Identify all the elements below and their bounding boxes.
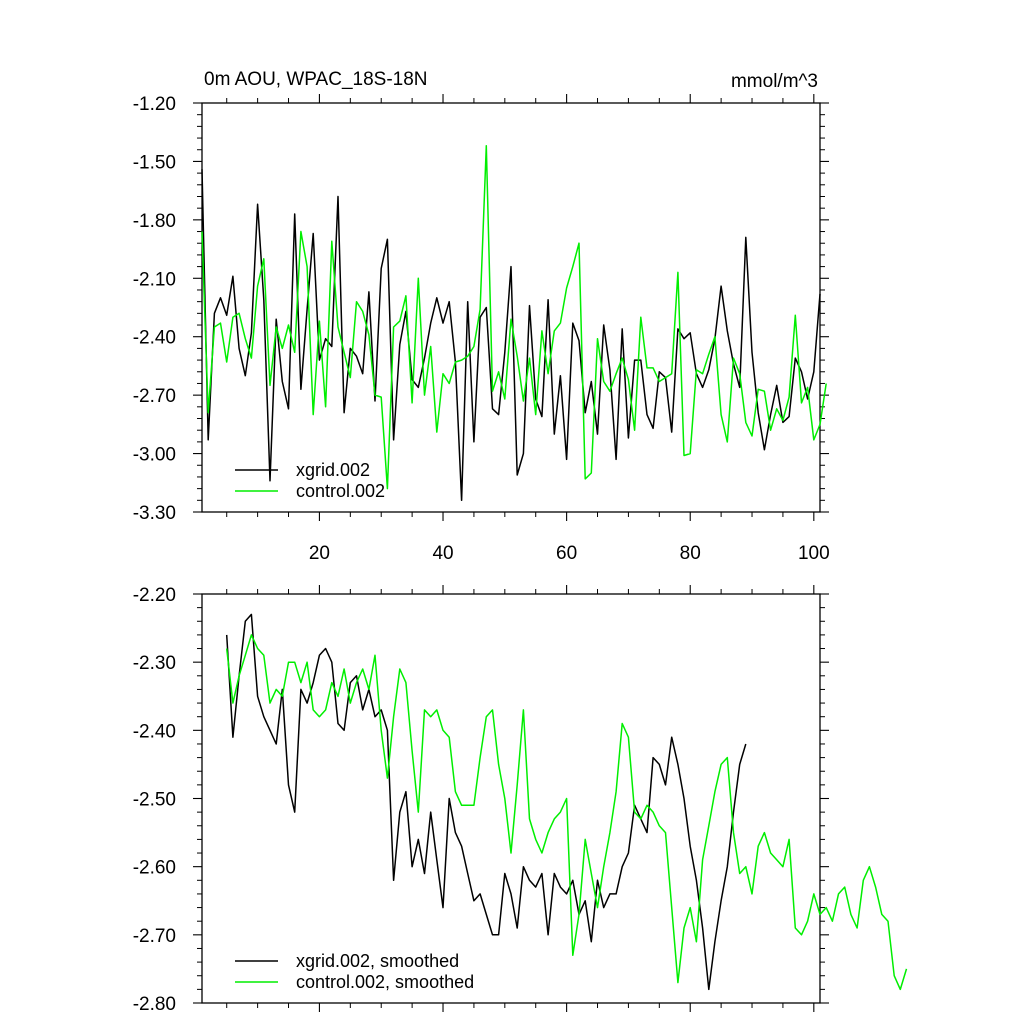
bottom-legend-label-xgrid: xgrid.002, smoothed xyxy=(296,951,459,971)
top-chart-panel: -1.20 -1.50 -1.80 -2.10 -2.40 -2.70 -3.00 -3.30… xyxy=(133,69,830,564)
bottom-y-tick-label: -2.20 xyxy=(133,585,176,606)
bottom-y-tick-label: -2.40 xyxy=(133,721,176,742)
top-legend-label-control: control.002 xyxy=(296,481,385,501)
top-y-tick-label: -2.10 xyxy=(133,269,176,290)
bottom-series-lines xyxy=(225,613,908,991)
top-y-tick-label: -2.40 xyxy=(133,328,176,349)
top-chart-units: mmol/m^3 xyxy=(731,71,818,92)
top-series-lines xyxy=(201,145,827,502)
bottom-chart-panel: -2.20 -2.30 -2.40 -2.50 -2.60 -2.70 -2.80 xgri… xyxy=(133,585,908,1015)
top-y-tick-label: -1.20 xyxy=(133,94,176,115)
top-x-tick-label: 20 xyxy=(309,543,330,564)
top-chart-title: 0m AOU, WPAC_18S-18N xyxy=(204,69,428,90)
top-x-tick-label: 80 xyxy=(680,543,701,564)
bottom-y-tick-label: -2.50 xyxy=(133,790,176,811)
bottom-series-line-xgrid xyxy=(225,613,747,991)
top-legend-label-xgrid: xgrid.002 xyxy=(296,460,370,480)
top-legend: xgrid.002 control.002 xyxy=(235,460,385,501)
bottom-y-tick-label: -2.30 xyxy=(133,653,176,674)
bottom-legend: xgrid.002, smoothed control.002, smoothe… xyxy=(235,951,474,992)
top-series-line-control xyxy=(201,145,827,490)
top-y-tick-label: -3.00 xyxy=(133,445,176,466)
top-y-tick-label: -2.70 xyxy=(133,386,176,407)
bottom-y-tick-label: -2.80 xyxy=(133,994,176,1015)
bottom-y-tick-label: -2.60 xyxy=(133,858,176,879)
top-y-tick-label: -1.80 xyxy=(133,211,176,232)
top-x-tick-label: 100 xyxy=(798,543,830,564)
top-y-tick-labels: -1.20 -1.50 -1.80 -2.10 -2.40 -2.70 -3.00 -3.30 xyxy=(133,94,176,524)
top-axis-ticks xyxy=(193,94,829,521)
bottom-y-tick-labels: -2.20 -2.30 -2.40 -2.50 -2.60 -2.70 -2.80 xyxy=(133,585,176,1015)
bottom-axis-ticks xyxy=(193,585,829,1012)
top-x-tick-label: 40 xyxy=(432,543,453,564)
bottom-legend-label-control: control.002, smoothed xyxy=(296,972,474,992)
top-x-tick-labels: 20 40 60 80 100 xyxy=(309,543,830,564)
top-x-tick-label: 60 xyxy=(556,543,577,564)
top-plot-frame xyxy=(201,102,821,513)
bottom-y-tick-label: -2.70 xyxy=(133,926,176,947)
bottom-series-line-control xyxy=(225,634,908,991)
top-y-tick-label: -1.50 xyxy=(133,152,176,173)
top-y-tick-label: -3.30 xyxy=(133,503,176,524)
top-series-line-xgrid xyxy=(201,169,821,502)
